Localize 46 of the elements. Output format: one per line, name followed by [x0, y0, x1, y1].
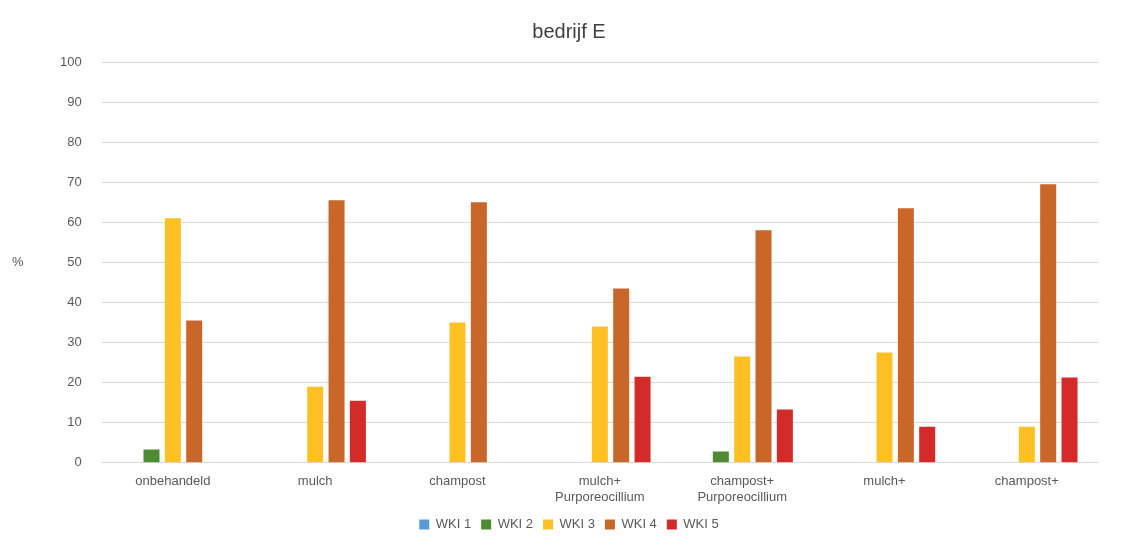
bar	[186, 320, 203, 463]
y-tick-label: 50	[67, 253, 82, 269]
bar	[734, 356, 751, 463]
y-tick-label: 10	[67, 414, 82, 430]
bar	[143, 449, 160, 463]
x-tick-label: mulch	[297, 473, 333, 489]
x-tick-label: champost+	[994, 473, 1059, 489]
y-tick-label: 70	[67, 173, 82, 189]
y-tick-label: 40	[67, 294, 82, 310]
y-tick-label: 80	[67, 133, 82, 149]
legend-label: WKI 5	[683, 516, 719, 532]
bar	[164, 218, 181, 463]
y-axis-title: %	[12, 253, 24, 269]
bar	[776, 409, 793, 463]
bar	[919, 426, 936, 463]
bar	[613, 288, 630, 463]
x-tick-label: onbehandeld	[135, 473, 211, 489]
y-tick-label: 90	[67, 93, 82, 109]
bar	[349, 400, 366, 463]
y-tick-label: 100	[59, 53, 82, 69]
bar	[470, 202, 487, 463]
bar	[876, 352, 893, 463]
legend-label: WKI 1	[435, 516, 472, 532]
y-tick-label: 0	[74, 454, 82, 470]
legend-label: WKI 4	[621, 516, 657, 532]
bar	[1061, 377, 1078, 463]
y-tick-label: 60	[67, 213, 82, 229]
chart-title: bedrijf E	[532, 19, 606, 42]
bar	[328, 200, 345, 463]
bar	[712, 451, 729, 463]
x-tick-label: mulch+ Purporeocillium	[555, 473, 645, 504]
bar	[634, 376, 651, 463]
bar	[755, 230, 772, 463]
bar	[307, 386, 324, 463]
x-tick-label: champost+ Purporeocillium	[697, 473, 787, 504]
x-tick-label: mulch+	[863, 473, 906, 489]
x-tick-label: champost	[429, 473, 487, 489]
legend-label: WKI 3	[559, 516, 595, 532]
bar	[897, 208, 914, 463]
bar	[449, 322, 466, 463]
y-tick-label: 20	[67, 374, 82, 390]
bar	[1018, 426, 1035, 463]
bar	[591, 326, 608, 463]
bar	[1040, 184, 1057, 463]
legend-label: WKI 2	[497, 516, 534, 532]
y-tick-label: 30	[67, 334, 82, 350]
